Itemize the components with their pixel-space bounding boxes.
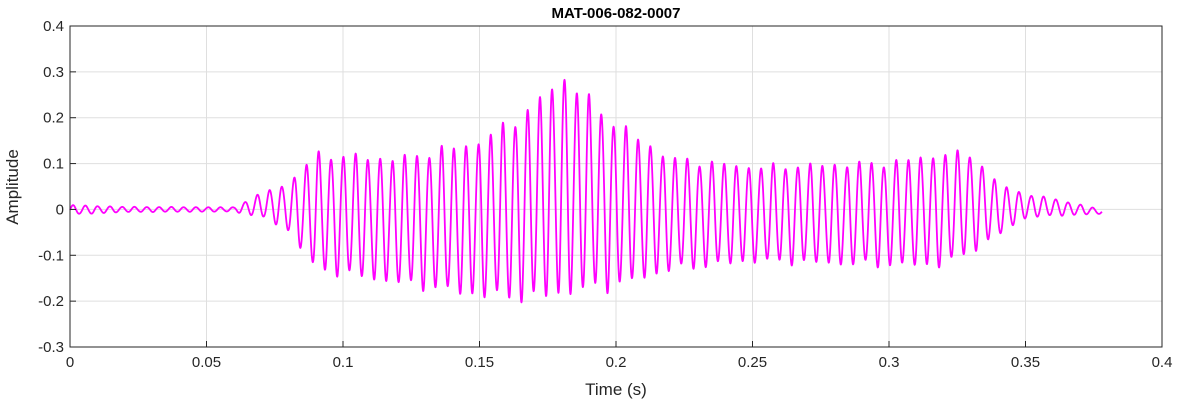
x-tick-label: 0.35 <box>1011 354 1040 371</box>
x-tick-label: 0.1 <box>333 354 354 371</box>
x-ticks: 0 0.05 0.1 0.15 0.2 0.25 0.3 0.35 0.4 <box>66 341 1173 371</box>
y-ticks: -0.3 -0.2 -0.1 0 0.1 0.2 0.3 0.4 <box>38 18 76 356</box>
signal-group <box>69 78 1103 304</box>
y-tick-label: 0.1 <box>43 156 64 173</box>
y-tick-label: -0.3 <box>38 339 64 356</box>
y-tick-label: -0.2 <box>38 293 64 310</box>
chart-title: MAT-006-082-0007 <box>552 5 681 22</box>
x-tick-label: 0 <box>66 354 74 371</box>
y-tick-label: -0.1 <box>38 247 64 264</box>
y-tick-label: 0 <box>56 201 64 218</box>
y-tick-label: 0.4 <box>43 18 64 35</box>
y-tick-label: 0.2 <box>43 110 64 127</box>
y-axis-label: Amplitude <box>3 149 22 225</box>
y-tick-label: 0.3 <box>43 64 64 81</box>
series-line <box>69 78 1103 304</box>
x-axis-label: Time (s) <box>585 380 647 399</box>
x-tick-label: 0.2 <box>606 354 627 371</box>
x-tick-label: 0.15 <box>465 354 494 371</box>
x-tick-label: 0.25 <box>738 354 767 371</box>
x-tick-label: 0.4 <box>1152 354 1173 371</box>
x-tick-label: 0.05 <box>192 354 221 371</box>
x-tick-label: 0.3 <box>879 354 900 371</box>
